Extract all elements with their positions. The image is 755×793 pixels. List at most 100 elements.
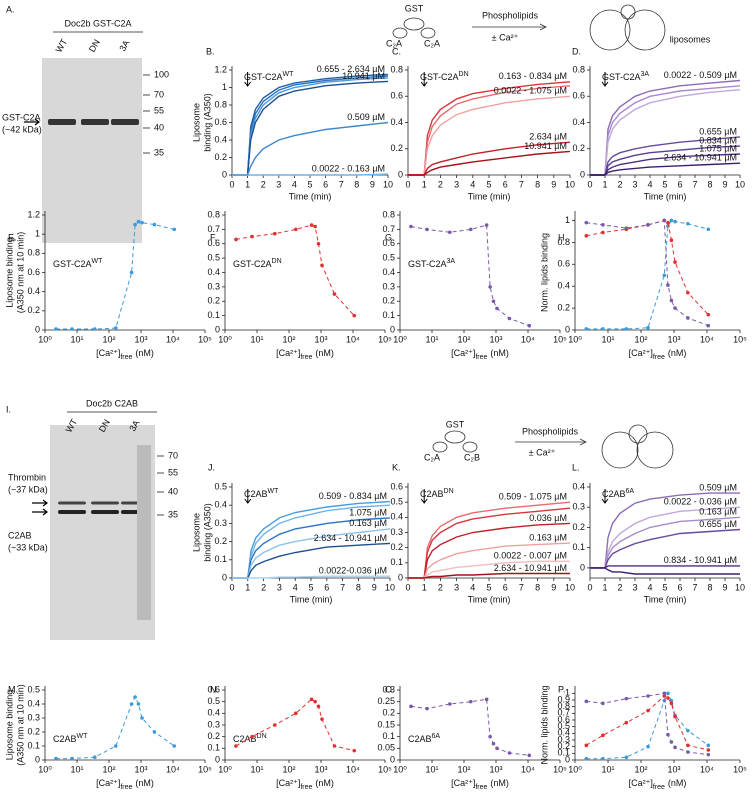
data-point [666, 691, 670, 696]
x-axis-title-sub: free [653, 784, 665, 791]
y-tick-label: 0.3 [557, 734, 570, 744]
y-tick-label: 0.5 [27, 684, 40, 694]
marker-label: 70 [168, 450, 178, 460]
panel-label: C. [392, 46, 401, 56]
x-tick-label: 6 [503, 582, 508, 592]
y-tick-label: 0.1 [557, 748, 570, 758]
panel-tag-sup: DN [459, 71, 469, 78]
x-axis-title: [Ca²⁺]free (nM) [629, 778, 687, 790]
x-tick-label: 9 [370, 179, 375, 189]
data-point [136, 219, 141, 224]
panel-label: M. [8, 684, 18, 694]
injection-arrow [601, 72, 609, 87]
x-tick-label: 2 [261, 179, 266, 189]
series-label: 0.834 µM [699, 136, 737, 146]
y-tick-label: 0 [222, 169, 227, 179]
panel-tag: C2ABWT [53, 733, 88, 745]
x-tick-label: 10⁵ [733, 334, 747, 344]
series-label: 0.0022 - 0.036 µM [664, 497, 737, 507]
x-tick-label: 4 [647, 582, 652, 592]
y-tick-label: 0.8 [207, 209, 220, 219]
x-axis-title-part: [Ca²⁺] [451, 348, 475, 358]
x-tick-label: 4 [293, 582, 298, 592]
y-tick-label: 0.7 [557, 708, 570, 718]
data-point [624, 696, 629, 701]
data-point [624, 720, 629, 725]
x-axis-title-part: [Ca²⁺] [451, 778, 475, 788]
data-point [70, 327, 74, 331]
y-tick-label: 0.2 [390, 143, 403, 153]
y-tick-label: 0.1 [27, 740, 40, 750]
x-axis-title-part: (nM) [490, 348, 509, 358]
y-tick-label: 0 [398, 572, 403, 582]
data-point [669, 238, 674, 242]
data-point [507, 751, 512, 755]
series-line [232, 575, 390, 579]
data-point [484, 697, 489, 702]
x-tick-label: 8 [535, 179, 540, 189]
panel-tag-sup: DN [272, 258, 282, 265]
x-tick-label: 5 [662, 179, 667, 189]
data-point [234, 237, 238, 242]
panel-tag-text: GST-C2A [420, 72, 459, 82]
x-tick-label: 10³ [489, 764, 502, 774]
x-tick-label: 10⁴ [700, 334, 714, 344]
x-tick-label: 6 [677, 179, 682, 189]
series-label: 2.634 - 10.941 µM [494, 563, 567, 573]
data-point [468, 227, 473, 232]
y-tick-label: 0.3 [382, 281, 395, 291]
data-point [662, 218, 667, 223]
x-tick-label: 2 [438, 179, 443, 189]
schematic-label: C₂B [464, 452, 480, 462]
panel-tag: C2AB6A [408, 733, 440, 745]
y-tick-label: 0.4 [390, 512, 403, 522]
x-tick-label: 3 [454, 179, 459, 189]
x-tick-label: 10 [385, 582, 395, 592]
data-point [140, 220, 144, 225]
data-point [316, 241, 321, 246]
x-tick-label: 10⁰ [218, 334, 232, 344]
series-line [586, 692, 709, 756]
panel-tag-text: C2AB [53, 734, 77, 744]
y-tick-label: 0.6 [382, 238, 395, 248]
data-point [352, 313, 357, 318]
injection-arrow [601, 489, 609, 504]
x-axis-title-part: (nM) [668, 778, 687, 788]
series-line [56, 695, 175, 760]
series-label: 0.163 µM [529, 532, 567, 542]
y-tick-label: 0 [222, 572, 227, 582]
y-tick-label: 0.1 [214, 554, 227, 564]
series-line [235, 224, 355, 316]
panel-tag-text: GST-C2A [408, 259, 447, 269]
lane-label: WT [54, 37, 70, 55]
x-tick-label: 10² [282, 764, 295, 774]
y-tick-label: 0.2 [207, 296, 220, 306]
panel-tag-sup: WT [77, 733, 89, 740]
series-line [586, 219, 709, 316]
y-tick-label: 0 [35, 324, 40, 334]
lane-label: 3A [117, 38, 131, 53]
panel-tag-text: C2AB [233, 734, 257, 744]
series-label: 0.509 µM [699, 482, 737, 492]
gel-band [48, 119, 76, 125]
schematic-label: GST [405, 3, 424, 13]
y-tick-label: 0.3 [207, 719, 220, 729]
series-line [232, 528, 391, 579]
series-line [586, 692, 709, 760]
x-tick-label: 2 [617, 582, 622, 592]
y-tick-label: 0.15 [377, 719, 395, 729]
y-tick-label: 0.8 [27, 248, 40, 258]
panel-label: P. [558, 684, 565, 694]
x-tick-label: 8 [535, 582, 540, 592]
x-axis-title-sub: free [475, 354, 487, 361]
data-point [646, 708, 650, 713]
schematic-label: C₂A [424, 38, 440, 48]
marker-label: 55 [154, 105, 164, 115]
x-tick-label: 1 [245, 179, 250, 189]
x-tick-label: 1 [602, 582, 607, 592]
x-tick-label: 0 [405, 582, 410, 592]
y-tick-label: 0.4 [390, 117, 403, 127]
data-point [686, 743, 690, 748]
series-line [410, 224, 530, 327]
y-tick-label: 0.8 [557, 237, 570, 247]
